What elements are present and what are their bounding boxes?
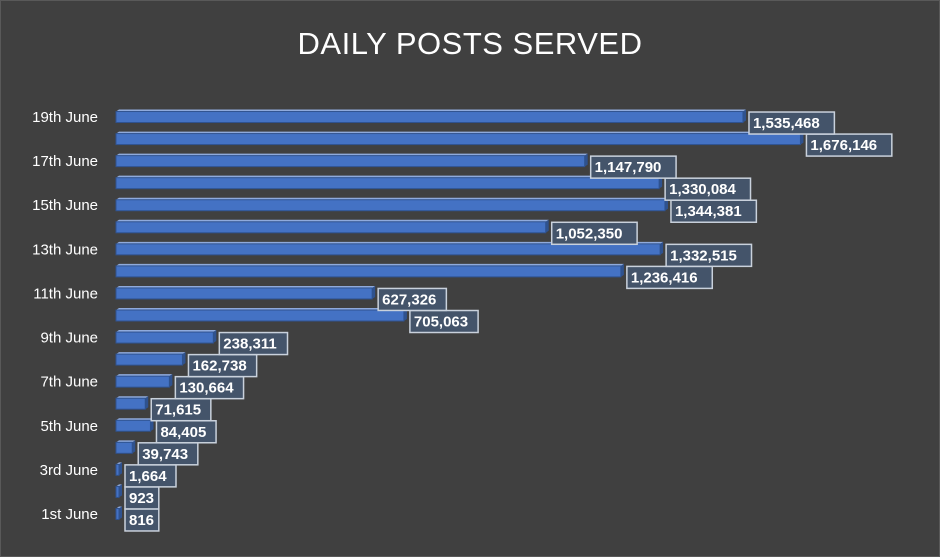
- bar-side-9: [403, 308, 407, 321]
- data-label-box-18: [748, 111, 836, 135]
- bar-side-14: [664, 197, 668, 211]
- y-tick-label-10: 11th June: [33, 285, 98, 302]
- bar-4: [115, 419, 151, 432]
- y-tick-label-0: 1st June: [41, 506, 98, 523]
- bar-side-4: [150, 418, 154, 432]
- bar-13: [115, 221, 547, 234]
- data-label-1: 923: [129, 490, 154, 507]
- data-label-11: 1,236,416: [631, 269, 698, 286]
- data-label-0: 816: [129, 512, 154, 529]
- y-tick-label-6: 7th June: [40, 374, 98, 391]
- data-label-box-15: [664, 177, 752, 201]
- bar-16: [115, 155, 586, 168]
- y-tick-label-8: 9th June: [40, 330, 98, 347]
- bar-12: [115, 243, 661, 256]
- bar-0: [115, 507, 120, 520]
- bar-5: [115, 397, 146, 410]
- data-label-12: 1,332,515: [670, 247, 737, 264]
- y-tick-label-18: 19th June: [32, 109, 98, 126]
- data-label-box-10: [377, 287, 448, 312]
- y-tick-label-14: 15th June: [32, 197, 98, 214]
- bar-side-5: [145, 396, 149, 410]
- data-label-13: 1,052,350: [556, 225, 623, 242]
- bar-side-13: [545, 219, 549, 233]
- data-label-16: 1,147,790: [595, 159, 662, 176]
- chart-title: DAILY POSTS SERVED: [297, 26, 643, 61]
- bar-18: [115, 111, 744, 124]
- data-label-box-12: [665, 243, 753, 268]
- bar-side-8: [213, 330, 217, 344]
- bar-side-10: [372, 285, 376, 299]
- data-label-17: 1,676,146: [810, 137, 877, 154]
- bar-side-2: [119, 462, 122, 476]
- y-tick-label-16: 17th June: [32, 153, 98, 170]
- bar-side-17: [800, 131, 804, 145]
- data-label-box-13: [550, 221, 638, 246]
- bar-6: [115, 375, 170, 388]
- bar-10: [115, 287, 373, 300]
- data-label-10: 627,326: [382, 291, 436, 308]
- data-label-14: 1,344,381: [675, 203, 742, 220]
- data-label-9: 705,063: [414, 314, 468, 331]
- bar-3: [115, 441, 133, 454]
- data-label-18: 1,535,468: [753, 115, 820, 132]
- bar-7: [115, 353, 183, 366]
- bar-side-12: [660, 241, 664, 255]
- bar-side-11: [620, 263, 624, 277]
- bar-side-6: [169, 374, 173, 388]
- bar-9: [115, 309, 405, 322]
- data-label-box-16: [589, 155, 677, 179]
- y-tick-label-12: 13th June: [32, 241, 98, 258]
- data-label-15: 1,330,084: [669, 181, 736, 198]
- bar-side-16: [584, 153, 588, 167]
- bar-15: [115, 177, 660, 190]
- bar-17: [115, 133, 801, 146]
- y-tick-label-2: 3rd June: [40, 462, 98, 479]
- bar-1: [115, 485, 120, 498]
- data-label-8: 238,311: [223, 336, 276, 353]
- bar-side-1: [119, 484, 122, 498]
- bar-14: [115, 199, 666, 212]
- y-tick-label-4: 5th June: [40, 418, 98, 435]
- data-label-4: 84,405: [160, 424, 206, 441]
- bar-11: [115, 265, 622, 278]
- data-label-box-17: [805, 133, 893, 157]
- data-label-3: 39,743: [142, 446, 188, 463]
- bar-side-3: [132, 440, 136, 454]
- bar-side-18: [742, 109, 746, 123]
- bar-side-15: [659, 175, 663, 189]
- data-label-2: 1,664: [129, 468, 167, 485]
- bar-side-0: [119, 506, 122, 520]
- bar-side-7: [182, 352, 186, 366]
- bar-8: [115, 331, 214, 344]
- bar-2: [115, 463, 120, 476]
- data-label-box-8: [218, 331, 289, 356]
- data-label-7: 162,738: [192, 358, 246, 375]
- data-label-5: 71,615: [155, 402, 201, 419]
- data-label-6: 130,664: [179, 380, 234, 397]
